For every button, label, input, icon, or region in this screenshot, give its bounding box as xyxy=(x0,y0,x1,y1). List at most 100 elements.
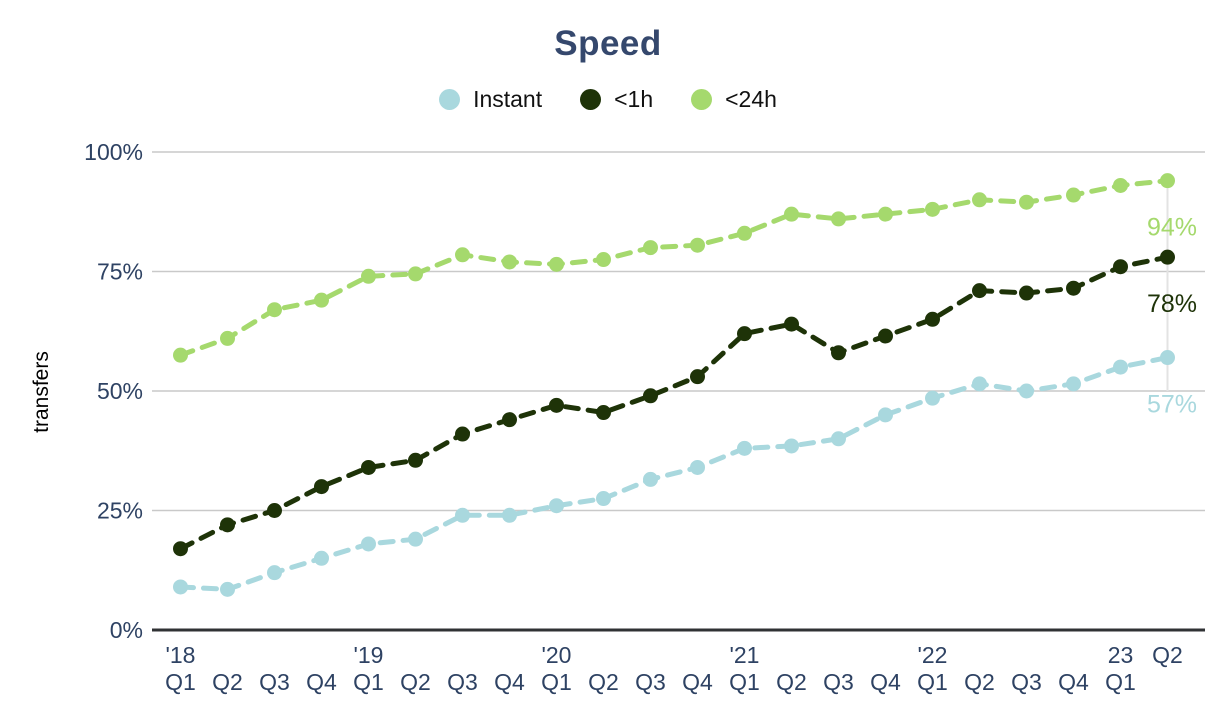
data-point xyxy=(878,328,893,344)
data-point xyxy=(1160,249,1175,265)
y-tick-label: 0% xyxy=(110,617,143,643)
data-point xyxy=(502,507,517,523)
data-point xyxy=(549,498,564,514)
data-point xyxy=(549,256,564,272)
data-point xyxy=(314,292,329,308)
x-tick-quarter-label: Q4 xyxy=(306,669,337,695)
x-tick-year-label: '21 xyxy=(730,642,760,668)
data-point xyxy=(455,247,470,263)
x-tick-quarter-label: Q4 xyxy=(494,669,525,695)
legend-label: <1h xyxy=(614,86,654,112)
series-end-label: 57% xyxy=(1147,391,1197,419)
y-tick-label: 75% xyxy=(97,259,143,285)
data-point xyxy=(1113,259,1128,275)
series-line-<24h xyxy=(178,178,1170,358)
data-point xyxy=(1019,194,1034,210)
x-tick-quarter-label: Q1 xyxy=(353,669,384,695)
series-line-Instant xyxy=(178,355,1170,592)
data-point xyxy=(502,412,517,428)
x-tick-year-label: Q2 xyxy=(1152,642,1183,668)
legend-item-<24h[interactable]: <24h xyxy=(691,86,777,113)
legend-item-Instant[interactable]: Instant xyxy=(439,86,542,113)
data-point xyxy=(1066,280,1081,296)
chart-legend: Instant <1h <24h xyxy=(0,86,1216,113)
data-point xyxy=(1019,285,1034,301)
x-tick-quarter-label: Q2 xyxy=(776,669,807,695)
data-point xyxy=(361,536,376,552)
data-point xyxy=(173,347,188,363)
data-point xyxy=(549,397,564,413)
data-point xyxy=(314,550,329,566)
data-point xyxy=(1113,177,1128,193)
series-end-label: 78% xyxy=(1147,290,1197,318)
data-point xyxy=(878,206,893,222)
y-tick-label: 50% xyxy=(97,378,143,404)
data-point xyxy=(925,201,940,217)
data-point xyxy=(1019,383,1034,399)
data-point xyxy=(972,283,987,299)
data-point xyxy=(690,237,705,253)
x-tick-year-label: '18 xyxy=(166,642,196,668)
legend-item-<1h[interactable]: <1h xyxy=(580,86,653,113)
data-point xyxy=(831,211,846,227)
x-tick-quarter-label: Q1 xyxy=(541,669,572,695)
x-tick-quarter-label: Q1 xyxy=(729,669,760,695)
x-tick-year-label: '20 xyxy=(542,642,572,668)
data-point xyxy=(643,471,658,487)
x-tick-quarter-label: Q1 xyxy=(165,669,196,695)
x-tick-quarter-label: Q4 xyxy=(682,669,713,695)
series-line-<1h xyxy=(178,254,1170,552)
data-point xyxy=(784,316,799,332)
data-point xyxy=(784,206,799,222)
x-tick-quarter-label: Q3 xyxy=(823,669,854,695)
data-point xyxy=(737,225,752,241)
data-point xyxy=(596,252,611,268)
x-tick-year-label: 23 xyxy=(1108,642,1134,668)
x-tick-quarter-label: Q3 xyxy=(635,669,666,695)
data-point xyxy=(455,507,470,523)
x-tick-year-label: '22 xyxy=(918,642,948,668)
data-point xyxy=(502,254,517,270)
data-point xyxy=(267,503,282,518)
data-point xyxy=(314,479,329,495)
data-point xyxy=(408,531,423,547)
data-point xyxy=(831,345,846,361)
data-point xyxy=(596,405,611,421)
data-point xyxy=(173,541,188,557)
data-point xyxy=(878,407,893,423)
data-point xyxy=(1113,359,1128,375)
x-tick-quarter-label: Q2 xyxy=(964,669,995,695)
data-point xyxy=(1160,173,1175,189)
series-end-label: 94% xyxy=(1147,214,1197,242)
x-tick-quarter-label: Q3 xyxy=(447,669,478,695)
x-tick-quarter-label: Q4 xyxy=(870,669,901,695)
data-point xyxy=(925,311,940,327)
data-point xyxy=(267,302,282,318)
legend-dot-icon xyxy=(580,89,602,110)
data-point xyxy=(643,388,658,404)
data-point xyxy=(220,330,235,346)
x-tick-quarter-label: Q3 xyxy=(259,669,290,695)
legend-dot-icon xyxy=(691,89,713,110)
data-point xyxy=(361,268,376,284)
chart-title: Speed xyxy=(554,24,662,63)
data-point xyxy=(220,581,235,597)
x-tick-quarter-label: Q1 xyxy=(1105,669,1136,695)
data-point xyxy=(737,440,752,456)
data-point xyxy=(1160,350,1175,366)
data-point xyxy=(1066,376,1081,392)
data-point xyxy=(831,431,846,447)
data-point xyxy=(972,376,987,392)
data-point xyxy=(408,266,423,282)
data-point xyxy=(972,192,987,208)
data-point xyxy=(690,459,705,475)
x-tick-quarter-label: Q3 xyxy=(1011,669,1042,695)
x-tick-quarter-label: Q2 xyxy=(400,669,431,695)
data-point xyxy=(643,240,658,256)
legend-dot-icon xyxy=(439,89,461,110)
legend-label: Instant xyxy=(473,86,543,112)
data-point xyxy=(1066,187,1081,203)
data-point xyxy=(925,390,940,406)
